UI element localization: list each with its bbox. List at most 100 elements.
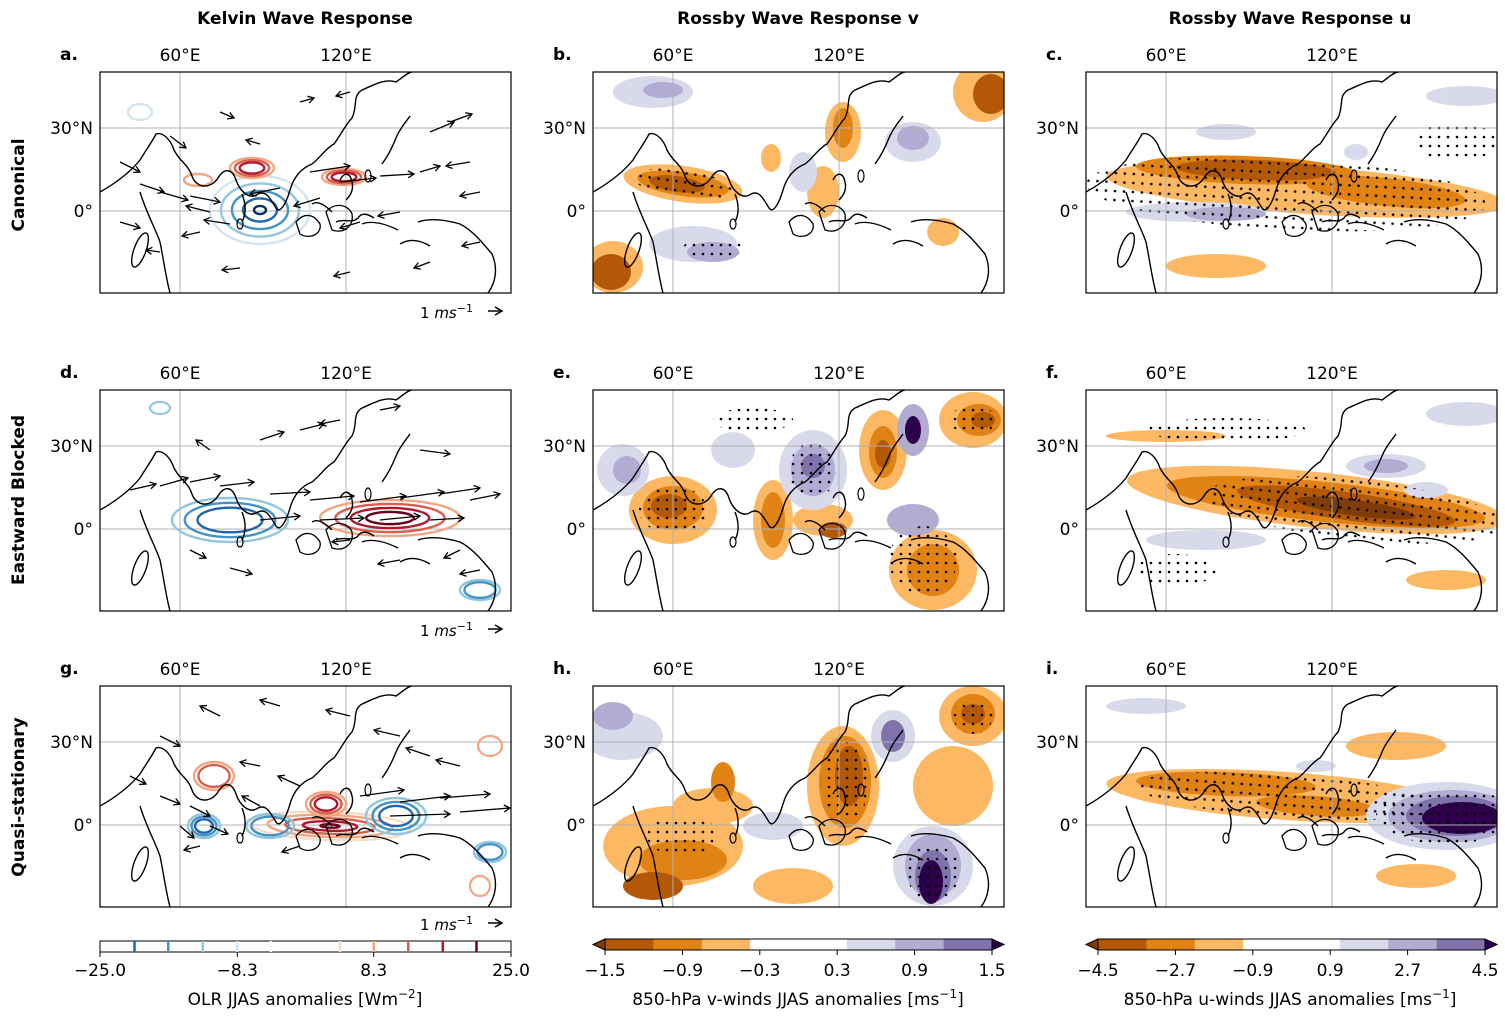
anomaly-region bbox=[753, 868, 833, 904]
colorbar-tick-label: 0.9 bbox=[901, 961, 928, 981]
wind-vector bbox=[199, 705, 221, 717]
panel-frame bbox=[99, 685, 512, 908]
wind-vector bbox=[129, 775, 147, 785]
wind-vector-head bbox=[357, 514, 366, 523]
olr-contour bbox=[476, 734, 504, 758]
lon-tick-60E: 60°E bbox=[1146, 46, 1187, 66]
lon-tick-120E: 120°E bbox=[320, 660, 372, 680]
map-panel-i: i. 60°E 120°E 30°N 0° bbox=[1036, 659, 1498, 908]
lat-tick-0: 0° bbox=[74, 202, 93, 222]
olr-contour bbox=[228, 156, 276, 180]
anomaly-region bbox=[643, 82, 683, 98]
panel-frame bbox=[592, 685, 1005, 908]
anomaly-region bbox=[913, 746, 993, 826]
lat-tick-0: 0° bbox=[74, 520, 93, 540]
anomaly-region bbox=[973, 74, 1004, 114]
wind-vector bbox=[399, 795, 451, 803]
row-title-eastward-blocked: Eastward Blocked bbox=[9, 415, 29, 585]
olr-contour bbox=[238, 161, 266, 175]
coastline bbox=[139, 191, 171, 293]
olr-contour bbox=[378, 804, 415, 828]
coastline bbox=[1347, 835, 1385, 845]
vector-key-a-exp: −1 bbox=[457, 302, 473, 315]
significance-stipple bbox=[683, 238, 743, 258]
colorbar-segment bbox=[750, 939, 799, 950]
anomaly-region bbox=[711, 432, 755, 468]
lat-tick-0: 0° bbox=[74, 816, 93, 836]
colorbar-tick-label: 0.9 bbox=[1317, 961, 1344, 981]
wind-vector-head bbox=[181, 475, 190, 484]
anomaly-region bbox=[789, 152, 817, 192]
colorbar-extend-max bbox=[1484, 938, 1499, 951]
coastline bbox=[593, 686, 906, 825]
coastline bbox=[832, 173, 847, 201]
lon-tick-60E: 60°E bbox=[160, 46, 201, 66]
olr-contour bbox=[252, 204, 268, 216]
coastline bbox=[311, 816, 333, 827]
coastline bbox=[1385, 239, 1417, 247]
colorbar-tick-label: −0.9 bbox=[662, 961, 703, 981]
wind-vector bbox=[445, 161, 471, 167]
coastline bbox=[874, 115, 904, 165]
coastline bbox=[1367, 115, 1397, 165]
wind-vector bbox=[269, 491, 311, 495]
olr-contour bbox=[472, 840, 508, 864]
wind-vector-head bbox=[220, 265, 229, 274]
olr-contour bbox=[233, 158, 271, 177]
coastline bbox=[361, 539, 399, 549]
panel-label: e. bbox=[553, 363, 571, 383]
coastline bbox=[130, 846, 150, 882]
wind-vector bbox=[241, 795, 261, 807]
coastline bbox=[311, 520, 333, 531]
coastline bbox=[381, 433, 411, 483]
wind-vector bbox=[405, 747, 431, 757]
wind-vector-head bbox=[473, 484, 482, 493]
wind-vector bbox=[203, 219, 231, 225]
olr-contour bbox=[476, 842, 504, 861]
lon-tick-120E: 120°E bbox=[813, 46, 865, 66]
wind-vector bbox=[377, 559, 401, 565]
anomaly-region bbox=[1426, 402, 1497, 426]
coastline bbox=[335, 213, 375, 223]
coastline bbox=[1222, 218, 1230, 230]
wind-vector bbox=[129, 483, 157, 491]
wind-vector-head bbox=[460, 240, 469, 249]
wind-vector-head bbox=[399, 492, 408, 501]
olr-colorbar-tick-label: 25.0 bbox=[492, 961, 530, 981]
coastline bbox=[335, 531, 375, 541]
coastline bbox=[236, 832, 244, 844]
wind-vector-head bbox=[182, 844, 191, 853]
olr-contour bbox=[371, 800, 421, 832]
coastline bbox=[1227, 511, 1232, 541]
wind-vector-head bbox=[303, 488, 312, 497]
wind-vector bbox=[413, 261, 431, 269]
vector-key-g-exp: −1 bbox=[457, 914, 473, 927]
wind-vector-head bbox=[447, 120, 456, 128]
colorbar-segment bbox=[895, 939, 945, 950]
panel-label: h. bbox=[553, 659, 572, 679]
coastline bbox=[339, 173, 354, 201]
coastline bbox=[399, 239, 431, 247]
wind-vector bbox=[169, 135, 187, 149]
vector-key-d-exp: −1 bbox=[457, 620, 473, 633]
coastline bbox=[1086, 72, 1399, 211]
wind-vector bbox=[377, 211, 401, 217]
map-panel-f: f. 60°E 120°E 30°N 0° bbox=[1036, 363, 1498, 612]
colorbar-segment bbox=[1243, 939, 1292, 950]
map-panel-h: h. 60°E 120°E 30°N 0° bbox=[543, 659, 1005, 908]
olr-contour bbox=[304, 790, 348, 818]
colorbar-tick-label: −0.9 bbox=[1232, 961, 1273, 981]
colorbar-tick-label: −0.3 bbox=[739, 961, 780, 981]
lon-tick-120E: 120°E bbox=[813, 364, 865, 384]
coastline bbox=[729, 536, 737, 548]
wind-vector bbox=[435, 759, 461, 767]
coastline bbox=[1125, 509, 1157, 611]
lon-tick-60E: 60°E bbox=[160, 364, 201, 384]
coastline bbox=[857, 169, 865, 183]
wind-vector-head bbox=[133, 222, 142, 231]
v-colorbar: −1.5 −0.9 −0.3 0.3 0.9 1.5 bbox=[584, 938, 1006, 981]
wind-vector-head bbox=[181, 194, 190, 203]
olr-contour bbox=[458, 578, 502, 602]
lat-tick-0: 0° bbox=[567, 202, 586, 222]
